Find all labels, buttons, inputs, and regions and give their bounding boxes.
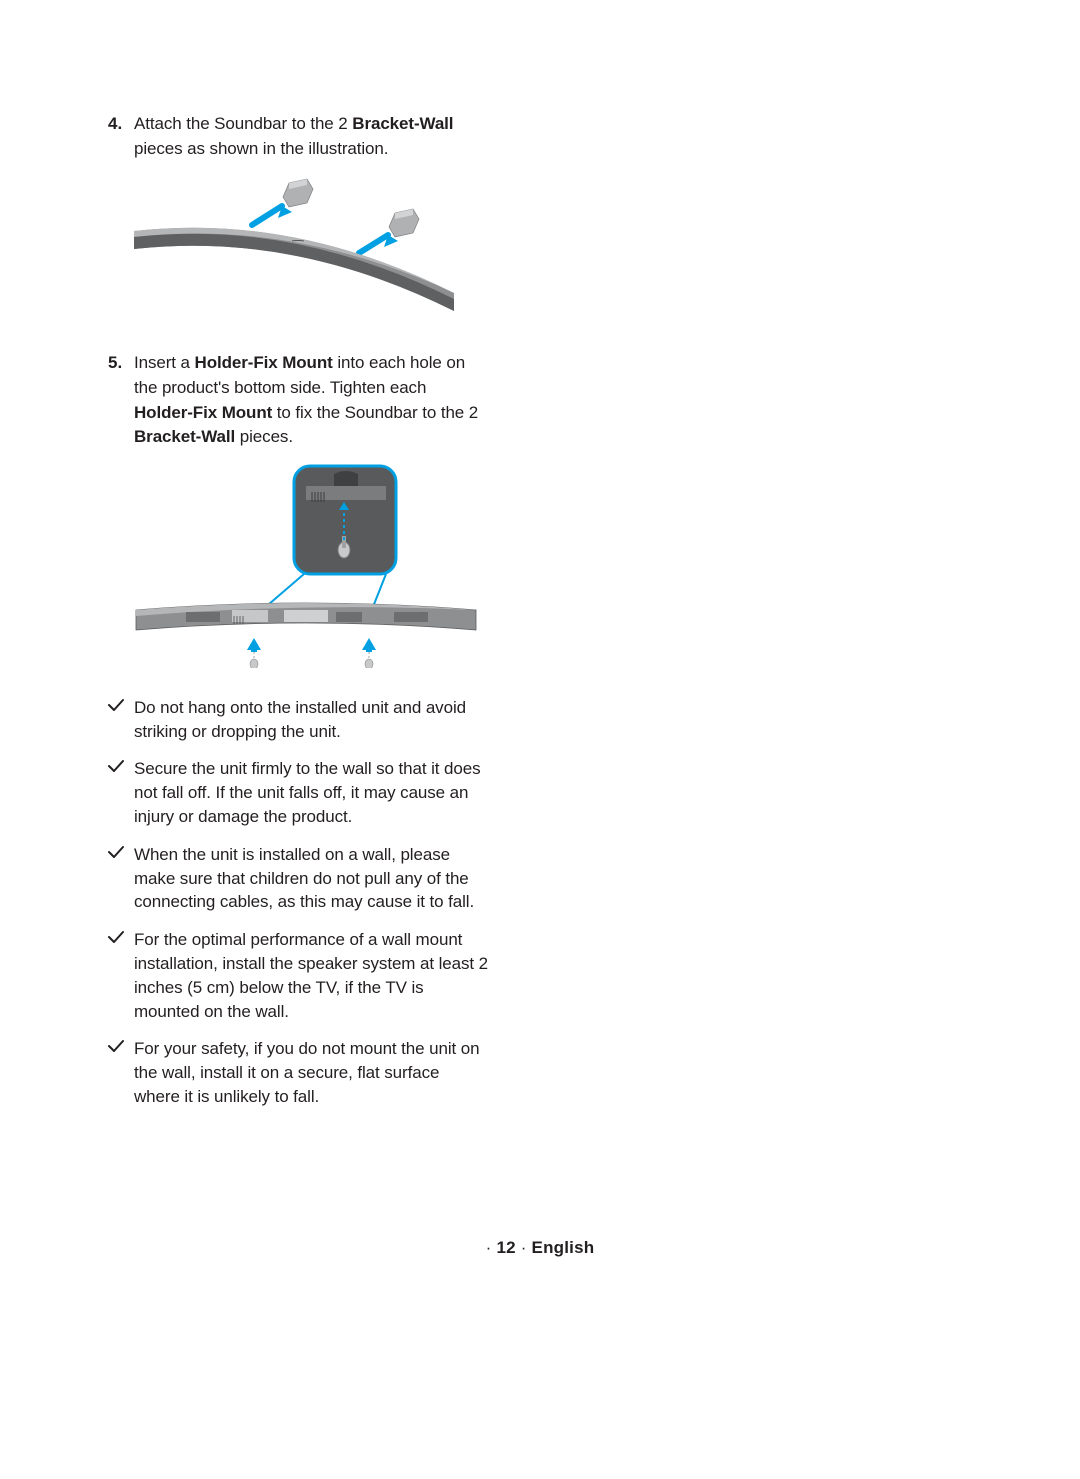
step-5-part-6: to fix the Soundbar to the 2 <box>272 403 478 422</box>
check-item: Secure the unit firmly to the wall so th… <box>108 757 488 828</box>
check-icon <box>108 928 134 1023</box>
check-item: Do not hang onto the installed unit and … <box>108 696 488 744</box>
step-5-text: Insert a Holder-Fix Mount into each hole… <box>134 351 488 450</box>
callout-zoom <box>294 466 396 574</box>
step-5-bold-bracket-wall2: Bracket-Wall <box>134 427 235 446</box>
step-4-number: 4. <box>108 112 134 161</box>
figure-step-4 <box>134 173 488 323</box>
figure-step-5 <box>134 462 488 668</box>
step-5-bold-holder-fix-mount: Holder-Fix Mount <box>195 353 333 372</box>
check-text: When the unit is installed on a wall, pl… <box>134 843 488 914</box>
check-icon <box>108 696 134 744</box>
safety-notes: Do not hang onto the installed unit and … <box>108 696 488 1109</box>
step-4-part-0: Attach the Soundbar to the 2 <box>134 114 352 133</box>
bracket-left <box>283 179 313 207</box>
step-5-bold-mount: Mount <box>222 403 272 422</box>
arrow-screw-left <box>247 638 261 668</box>
check-icon <box>108 843 134 914</box>
arrow-to-bracket-left <box>252 206 292 225</box>
check-item: When the unit is installed on a wall, pl… <box>108 843 488 914</box>
footer-page-number: 12 <box>496 1238 515 1257</box>
step-5-number: 5. <box>108 351 134 450</box>
step-5-part-0: Insert a <box>134 353 195 372</box>
step-5: 5. Insert a Holder-Fix Mount into each h… <box>108 351 488 450</box>
check-item: For your safety, if you do not mount the… <box>108 1037 488 1108</box>
holder-fix-illustration <box>134 462 478 668</box>
step-4-bold-bracket-wall: Bracket-Wall <box>352 114 453 133</box>
check-icon <box>108 1037 134 1108</box>
check-text: Do not hang onto the installed unit and … <box>134 696 488 744</box>
arrow-to-bracket-right <box>359 235 398 253</box>
footer-dot-left: · <box>486 1238 492 1257</box>
step-4-part-2: pieces as shown in the illustration. <box>134 139 388 158</box>
check-icon <box>108 757 134 828</box>
step-5-part-8: pieces. <box>235 427 293 446</box>
soundbar-bottom-view <box>136 603 476 630</box>
arrow-screw-right <box>362 638 376 668</box>
check-text: Secure the unit firmly to the wall so th… <box>134 757 488 828</box>
step-5-bold-holder-fix: Holder-Fix <box>134 403 217 422</box>
page-footer: · 12 · English <box>0 1238 1080 1258</box>
soundbar-body <box>134 228 454 311</box>
check-text: For the optimal performance of a wall mo… <box>134 928 488 1023</box>
bracket-right <box>389 209 419 237</box>
check-item: For the optimal performance of a wall mo… <box>108 928 488 1023</box>
soundbar-attach-illustration <box>134 173 454 323</box>
footer-language: English <box>532 1238 595 1257</box>
page-content: 4. Attach the Soundbar to the 2 Bracket-… <box>108 112 972 1123</box>
check-text: For your safety, if you do not mount the… <box>134 1037 488 1108</box>
footer-dot-mid: · <box>521 1238 527 1257</box>
left-column: 4. Attach the Soundbar to the 2 Bracket-… <box>108 112 488 1109</box>
step-4: 4. Attach the Soundbar to the 2 Bracket-… <box>108 112 488 161</box>
step-4-text: Attach the Soundbar to the 2 Bracket-Wal… <box>134 112 488 161</box>
